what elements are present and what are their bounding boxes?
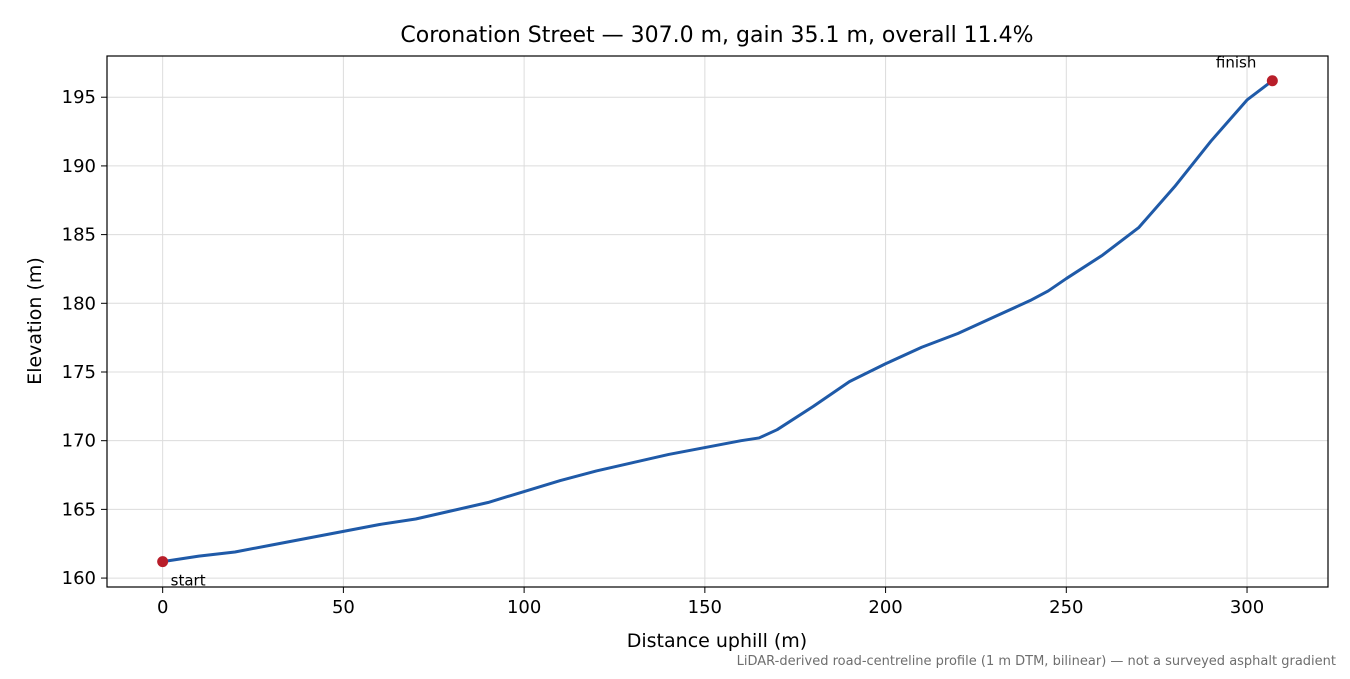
start-label: start bbox=[171, 572, 206, 590]
x-tick-label: 100 bbox=[507, 597, 541, 618]
y-tick-label: 190 bbox=[62, 156, 96, 177]
y-tick-label: 180 bbox=[62, 293, 96, 314]
series-layer bbox=[161, 79, 1274, 564]
x-tick-label: 0 bbox=[157, 597, 168, 618]
y-tick-label: 185 bbox=[62, 225, 96, 246]
x-tick-label: 150 bbox=[688, 597, 722, 618]
plot-frame bbox=[106, 55, 1329, 588]
x-tick-label: 200 bbox=[868, 597, 902, 618]
y-axis-label: Elevation (m) bbox=[24, 257, 46, 385]
start-marker bbox=[157, 556, 169, 568]
y-tick-label: 170 bbox=[62, 431, 96, 452]
elevation-line bbox=[161, 79, 1274, 564]
x-tick-label: 300 bbox=[1230, 597, 1264, 618]
chart-title: Coronation Street — 307.0 m, gain 35.1 m… bbox=[400, 23, 1033, 48]
y-tick-label: 165 bbox=[62, 499, 96, 520]
finish-marker bbox=[1266, 75, 1278, 87]
x-axis-label: Distance uphill (m) bbox=[627, 630, 807, 652]
marker-layer: start finish bbox=[157, 54, 1278, 590]
footnote: LiDAR-derived road-centreline profile (1… bbox=[737, 654, 1336, 669]
finish-label: finish bbox=[1216, 54, 1256, 72]
x-tick-label: 50 bbox=[332, 597, 355, 618]
y-tick-label: 195 bbox=[62, 87, 96, 108]
x-tick-label: 250 bbox=[1049, 597, 1083, 618]
y-axis-ticks: 160 165 170 175 180 185 190 195 bbox=[62, 87, 107, 589]
grid bbox=[107, 56, 1328, 587]
x-axis-ticks: 0 50 100 150 200 250 300 bbox=[157, 587, 1264, 618]
y-tick-label: 160 bbox=[62, 568, 96, 589]
y-tick-label: 175 bbox=[62, 362, 96, 383]
